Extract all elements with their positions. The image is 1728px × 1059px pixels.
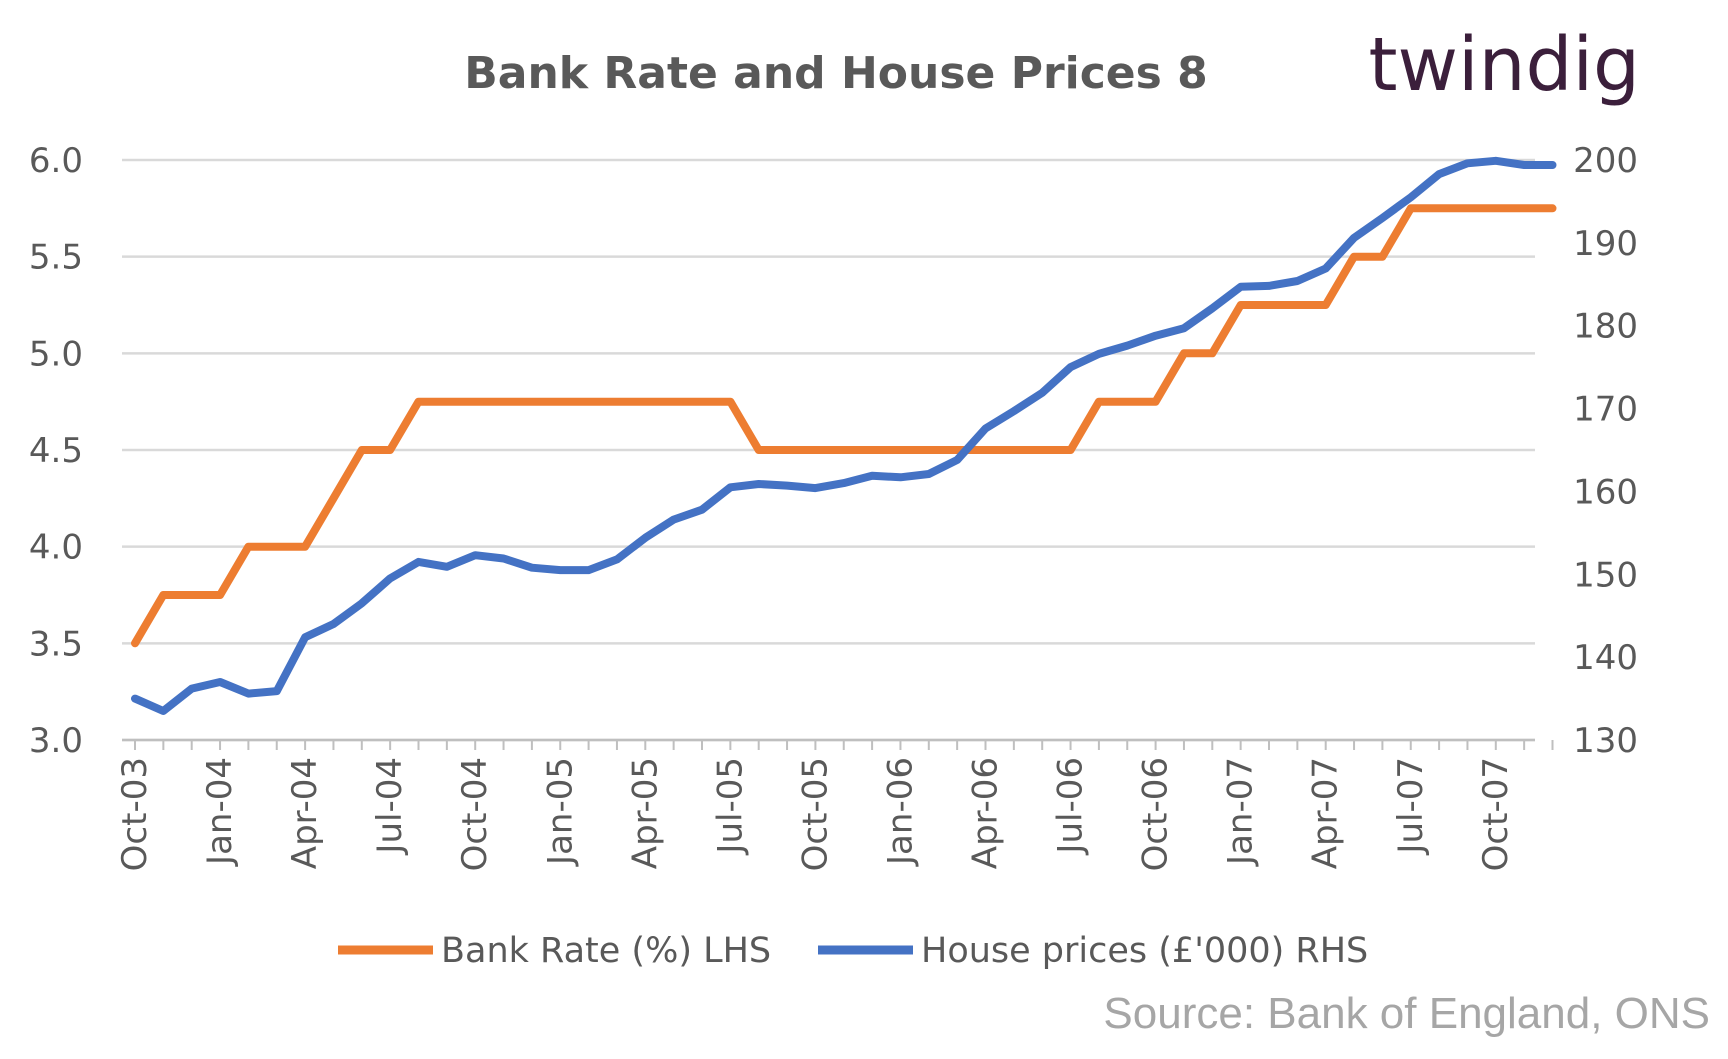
x-tick-label: Jul-06 [1051,757,1091,856]
x-tick-label: Oct-04 [455,757,495,871]
y-right-tick-label: 180 [1573,307,1638,347]
x-axis: Oct-03 Jan-04 Apr-04 Jul-04 Oct-04 Jan-05 Apr-… [115,738,1554,871]
x-tick-label: Jan-05 [540,757,580,867]
x-tick-label: Jul-07 [1391,757,1431,856]
x-tick-label: Oct-06 [1136,757,1176,871]
chart-title: Bank Rate and House Prices 8 [464,48,1208,99]
y-right-tick-label: 200 [1573,141,1638,181]
x-tick-label: Apr-07 [1306,757,1346,869]
y-right-tick-label: 170 [1573,390,1638,430]
y-left-tick-label: 4.0 [29,528,83,568]
x-tick-label: Apr-05 [625,757,665,869]
y-left-tick-label: 4.5 [29,431,83,471]
x-tick-label: Jul-05 [710,757,750,856]
legend-label: House prices (£'000) RHS [921,931,1368,971]
legend: Bank Rate (%) LHS House prices (£'000) RH… [338,931,1368,971]
y-right-tick-label: 190 [1573,224,1638,264]
y-left-tick-label: 5.5 [29,238,83,278]
y-left-tick-label: 5.0 [29,334,83,374]
series-lines [131,156,1557,715]
source-note: Source: Bank of England, ONS [1103,989,1710,1038]
y-right-tick-label: 150 [1573,555,1638,595]
y-left-tick-label: 3.0 [29,721,83,761]
x-tick-label: Jul-04 [370,757,410,856]
y-right-tick-label: 160 [1573,472,1638,512]
x-tick-label: Jan-07 [1221,757,1261,867]
y-right-tick-label: 130 [1573,721,1638,761]
y-right-tick-label: 140 [1573,638,1638,678]
legend-label: Bank Rate (%) LHS [441,931,771,971]
y-axis-right: 200 190 180 170 160 150 140 130 [1573,141,1638,761]
y-left-tick-label: 3.5 [29,624,83,664]
y-axis-left: 6.0 5.5 5.0 4.5 4.0 3.5 3.0 [29,141,83,761]
x-tick-label: Jan-06 [880,757,920,867]
x-tick-label: Apr-06 [966,757,1006,869]
x-tick-label: Oct-05 [795,757,835,871]
twindig-logo: twindig [1368,22,1640,108]
x-tick-label: Oct-03 [115,757,155,871]
x-tick-label: Oct-07 [1476,757,1516,871]
house-prices-line [131,156,1557,715]
bank-rate-line [131,204,1557,648]
x-tick-label: Apr-04 [285,757,325,869]
y-left-tick-label: 6.0 [29,141,83,181]
x-tick-label: Jan-04 [200,757,240,867]
